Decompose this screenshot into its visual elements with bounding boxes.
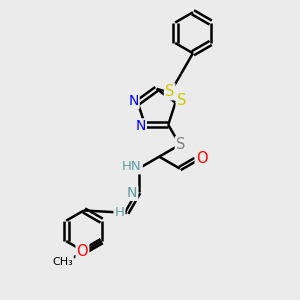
Text: O: O <box>76 244 88 260</box>
Text: S: S <box>165 84 174 99</box>
Text: S: S <box>176 137 185 152</box>
Text: N: N <box>136 119 146 134</box>
Text: O: O <box>196 151 207 166</box>
Text: N: N <box>128 94 139 108</box>
Text: CH₃: CH₃ <box>52 257 73 267</box>
Text: S: S <box>177 93 186 108</box>
Text: H: H <box>115 206 124 219</box>
Text: N: N <box>127 186 137 200</box>
Text: HN: HN <box>122 160 142 173</box>
